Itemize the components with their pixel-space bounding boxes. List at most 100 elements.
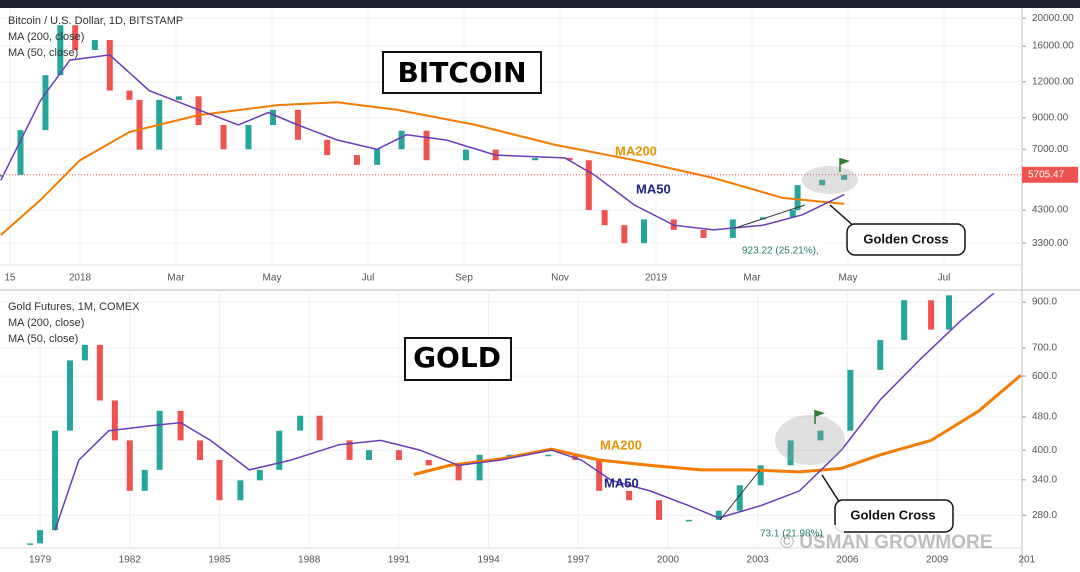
plot-area bbox=[0, 293, 1022, 548]
annotation: MA50 bbox=[636, 181, 671, 196]
y-tick-label: 16000.00 bbox=[1032, 41, 1074, 52]
y-tick-label: 900.0 bbox=[1032, 297, 1057, 308]
candle bbox=[476, 454, 483, 481]
x-tick-label: May bbox=[839, 273, 858, 284]
chart-title: Gold Futures, 1M, COMEX bbox=[8, 301, 140, 313]
candle bbox=[425, 459, 432, 466]
candle bbox=[175, 96, 182, 100]
pointer bbox=[821, 474, 841, 504]
candle bbox=[395, 450, 402, 460]
x-tick-label: 1979 bbox=[29, 555, 52, 566]
candle bbox=[52, 430, 59, 531]
candle bbox=[81, 344, 88, 361]
watermark: © USMAN GROWMORE bbox=[780, 532, 992, 553]
y-tick-label: 7000.00 bbox=[1032, 144, 1069, 155]
candle bbox=[0, 175, 4, 177]
trend-arrow bbox=[719, 469, 761, 521]
candle bbox=[423, 130, 430, 161]
candle bbox=[269, 109, 276, 126]
highlight bbox=[802, 166, 858, 194]
x-tick-label: Sep bbox=[455, 273, 473, 284]
highlight bbox=[775, 415, 845, 465]
y-tick-label: 20000.00 bbox=[1032, 13, 1074, 24]
flag bbox=[840, 158, 850, 165]
candle bbox=[506, 454, 513, 457]
candle bbox=[72, 25, 79, 51]
candle bbox=[66, 360, 73, 431]
candle bbox=[585, 160, 592, 211]
y-tick-label: 12000.00 bbox=[1032, 77, 1074, 88]
annotation: 73.1 (21.98%) bbox=[760, 529, 823, 540]
chart-title: Bitcoin / U.S. Dollar, 1D, BITSTAMP bbox=[8, 15, 183, 27]
candle bbox=[398, 130, 405, 150]
x-tick-label: Nov bbox=[551, 273, 569, 284]
annotation-box bbox=[382, 51, 542, 94]
ma-line bbox=[0, 54, 845, 231]
candle bbox=[374, 149, 381, 165]
ma-line bbox=[0, 101, 845, 236]
candle bbox=[245, 125, 252, 150]
x-tick-label: 2018 bbox=[69, 273, 92, 284]
last-price-label: 5705.47 bbox=[1028, 169, 1065, 180]
candle bbox=[656, 500, 663, 520]
candle bbox=[197, 440, 204, 460]
candle bbox=[57, 25, 64, 76]
x-tick-label: May bbox=[263, 273, 282, 284]
x-tick-label: Jul bbox=[362, 273, 375, 284]
annotation: MA50 bbox=[604, 475, 639, 490]
candle bbox=[715, 510, 722, 520]
candle bbox=[126, 440, 133, 491]
candle bbox=[141, 469, 148, 491]
candle bbox=[42, 75, 49, 131]
flag bbox=[815, 410, 825, 417]
candle bbox=[37, 530, 44, 544]
legend-entry: MA (50, close) bbox=[8, 47, 78, 59]
legend-entry: MA (200, close) bbox=[8, 31, 84, 43]
candle bbox=[841, 174, 848, 180]
x-tick-label: 2019 bbox=[645, 273, 668, 284]
measure-box bbox=[752, 525, 844, 543]
candle bbox=[700, 229, 707, 238]
candle bbox=[455, 465, 462, 481]
candle bbox=[621, 225, 628, 244]
annotation-box bbox=[834, 499, 954, 533]
candle bbox=[316, 415, 323, 441]
y-tick-label: 480.0 bbox=[1032, 411, 1057, 422]
measure-box bbox=[734, 242, 826, 260]
candle bbox=[877, 340, 884, 370]
annotation: BITCOIN bbox=[397, 56, 526, 89]
candle bbox=[545, 454, 552, 457]
candle bbox=[596, 459, 603, 491]
candle bbox=[532, 157, 539, 161]
x-tick-label: 1994 bbox=[477, 555, 500, 566]
x-tick-label: 1991 bbox=[388, 555, 411, 566]
candle bbox=[136, 99, 143, 150]
ma-line bbox=[54, 293, 995, 531]
annotation-box bbox=[404, 337, 512, 381]
x-tick-label: 201 bbox=[1018, 555, 1035, 566]
candle bbox=[566, 157, 573, 161]
candle bbox=[96, 344, 103, 401]
x-tick-label: 2003 bbox=[747, 555, 770, 566]
x-tick-label: 15 bbox=[4, 273, 16, 284]
candle bbox=[17, 130, 24, 176]
candle bbox=[928, 300, 935, 330]
legend-entry: MA (50, close) bbox=[8, 333, 78, 345]
x-tick-label: 2009 bbox=[926, 555, 949, 566]
x-tick-label: 2000 bbox=[657, 555, 680, 566]
candle bbox=[736, 485, 743, 511]
candle bbox=[346, 440, 353, 460]
candle bbox=[901, 300, 908, 341]
candle bbox=[27, 543, 34, 545]
x-tick-label: 1988 bbox=[298, 555, 321, 566]
candle bbox=[641, 219, 648, 244]
annotation: Golden Cross bbox=[863, 231, 948, 246]
candle bbox=[324, 139, 331, 156]
candle bbox=[156, 410, 163, 470]
x-tick-label: Jul bbox=[938, 273, 951, 284]
candle bbox=[353, 155, 360, 165]
annotation: MA200 bbox=[615, 143, 657, 158]
candle bbox=[216, 459, 223, 501]
candle bbox=[220, 125, 227, 150]
